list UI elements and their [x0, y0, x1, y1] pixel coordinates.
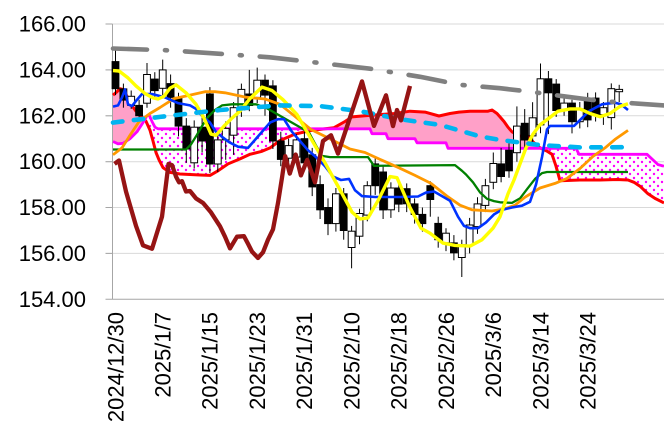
svg-text:160.00: 160.00: [19, 149, 86, 174]
svg-text:2025/3/24: 2025/3/24: [576, 312, 601, 410]
svg-text:154.00: 154.00: [19, 287, 86, 312]
svg-text:2025/2/26: 2025/2/26: [434, 312, 459, 410]
svg-text:2025/1/31: 2025/1/31: [292, 312, 317, 410]
svg-text:2025/3/14: 2025/3/14: [528, 312, 553, 410]
svg-text:2025/2/18: 2025/2/18: [387, 312, 412, 410]
svg-text:166.00: 166.00: [19, 12, 86, 37]
svg-text:2025/3/6: 2025/3/6: [481, 312, 506, 398]
svg-text:2025/1/23: 2025/1/23: [245, 312, 270, 410]
svg-text:2025/1/7: 2025/1/7: [151, 312, 176, 398]
svg-text:2025/2/10: 2025/2/10: [339, 312, 364, 410]
svg-text:156.00: 156.00: [19, 241, 86, 266]
svg-text:164.00: 164.00: [19, 57, 86, 82]
svg-text:158.00: 158.00: [19, 195, 86, 220]
svg-text:2025/1/15: 2025/1/15: [198, 312, 223, 410]
svg-text:2024/12/30: 2024/12/30: [103, 312, 128, 422]
svg-text:162.00: 162.00: [19, 103, 86, 128]
